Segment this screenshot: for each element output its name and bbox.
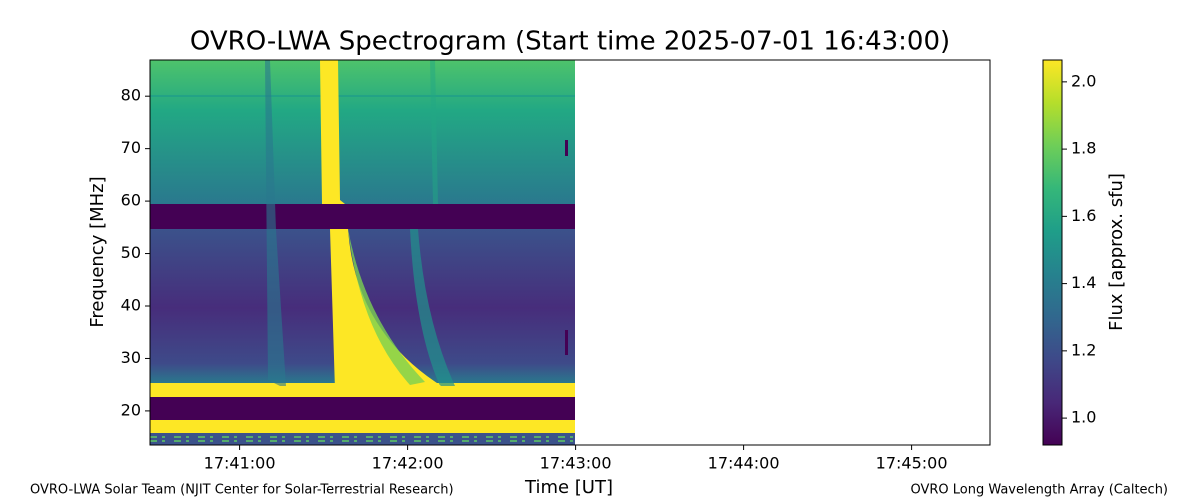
y-tick-label: 80 — [121, 86, 141, 105]
y-axis-label: Frequency [MHz] — [87, 176, 108, 327]
x-tick-label: 17:42:00 — [372, 454, 444, 473]
colorbar-tick-label: 1.8 — [1071, 139, 1096, 158]
x-tick-label: 17:41:00 — [204, 454, 276, 473]
x-tick-label: 17:44:00 — [708, 454, 780, 473]
colorbar-label: Flux [approx. sfu] — [1106, 173, 1127, 331]
colorbar-tick-label: 1.4 — [1071, 273, 1096, 292]
x-tick-label: 17:45:00 — [876, 454, 948, 473]
colorbar-tick-label: 1.2 — [1071, 340, 1096, 359]
y-tick-label: 70 — [121, 138, 141, 157]
y-tick-label: 40 — [121, 296, 141, 315]
x-tick-label: 17:43:00 — [540, 454, 612, 473]
y-tick-label: 30 — [121, 348, 141, 367]
x-axis-label: Time [UT] — [524, 477, 613, 498]
spectrogram — [150, 60, 575, 445]
footer-right: OVRO Long Wavelength Array (Caltech) — [910, 483, 1168, 498]
colorbar — [1042, 59, 1063, 446]
y-tick-label: 20 — [121, 400, 141, 419]
colorbar-tick-label: 2.0 — [1071, 71, 1096, 90]
colorbar-tick-label: 1.6 — [1071, 206, 1096, 225]
plot-frame — [149, 59, 991, 446]
y-tick-label: 50 — [121, 243, 141, 262]
chart-title: OVRO-LWA Spectrogram (Start time 2025-07… — [190, 27, 950, 57]
y-tick-label: 60 — [121, 191, 141, 210]
colorbar-tick-label: 1.0 — [1071, 408, 1096, 427]
footer-left: OVRO-LWA Solar Team (NJIT Center for Sol… — [30, 483, 454, 498]
